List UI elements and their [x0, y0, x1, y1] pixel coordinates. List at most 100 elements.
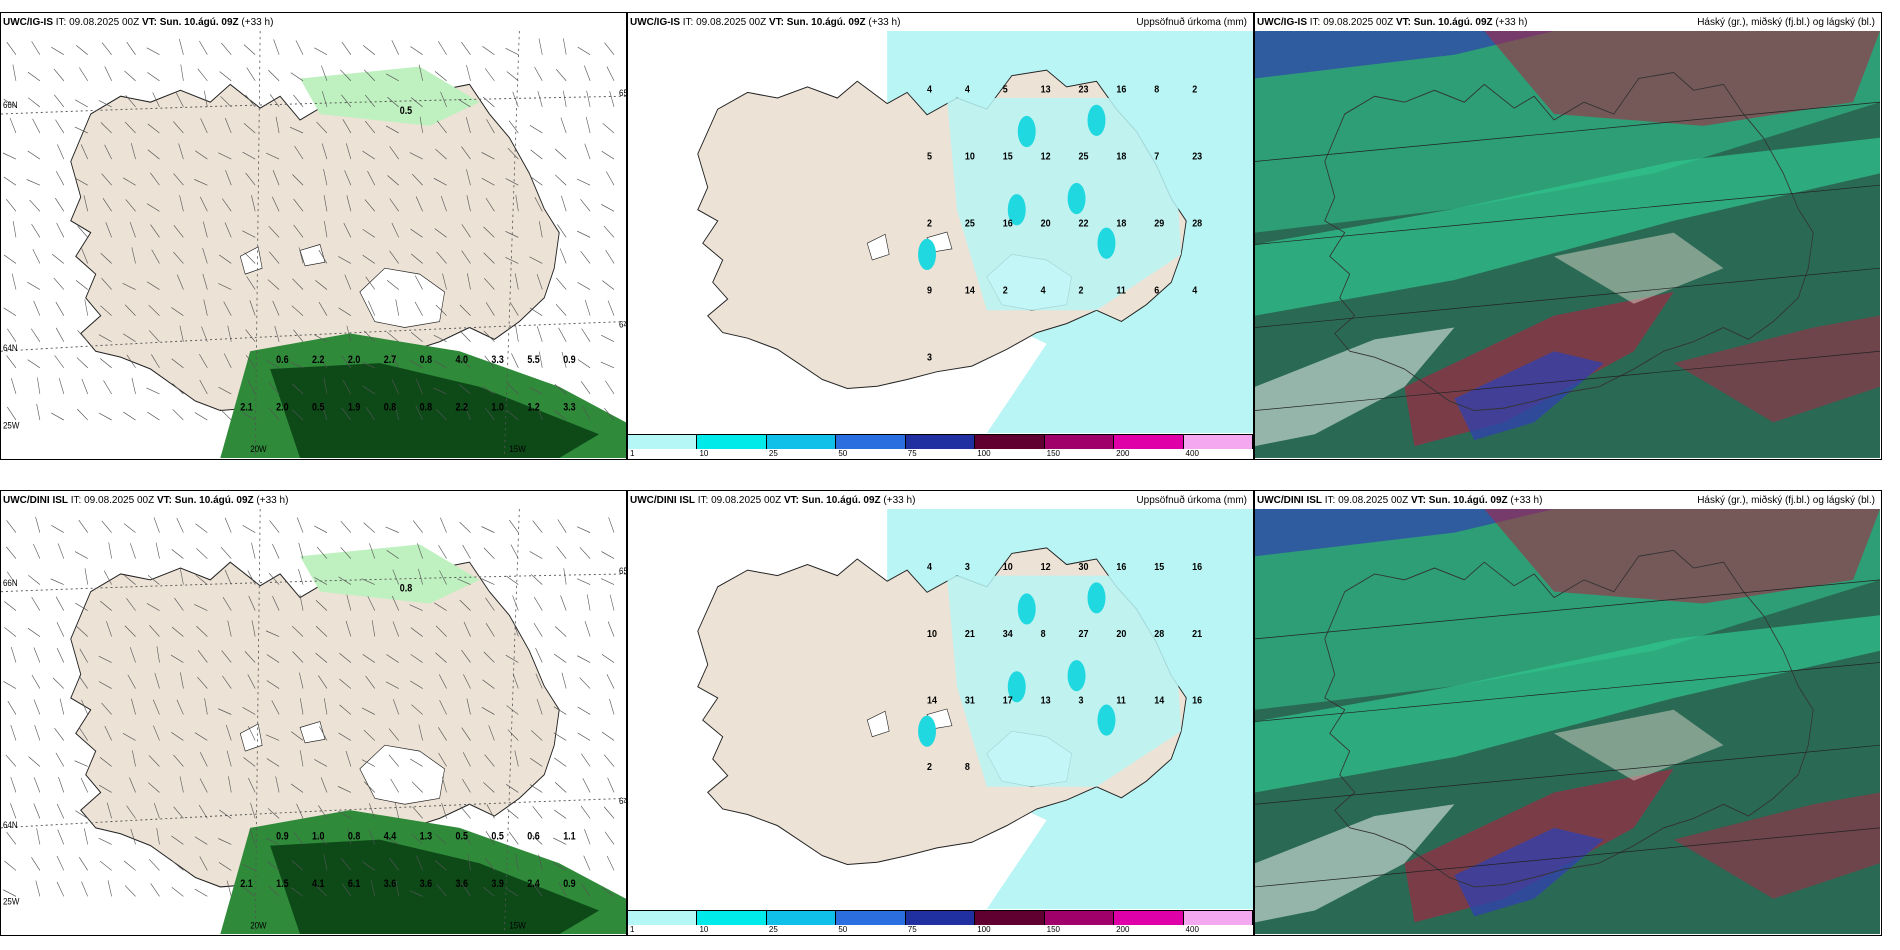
wind-barb	[438, 674, 447, 689]
wind-barb	[577, 359, 591, 369]
wind-barb	[601, 731, 615, 741]
lead-time: (+33 h)	[865, 17, 901, 28]
wind-barb	[74, 99, 88, 108]
wind-barb	[538, 38, 543, 55]
wind-barb	[173, 251, 184, 264]
wind-barb	[178, 38, 184, 55]
wind-barb	[290, 783, 304, 793]
wind-barb	[247, 725, 256, 741]
wind-barb	[346, 325, 352, 342]
wind-barb	[6, 831, 17, 845]
wind-barb	[553, 837, 567, 845]
graticule-label: 65N	[619, 88, 626, 99]
graticule-line	[1255, 827, 1880, 888]
cloud-band	[1255, 509, 1555, 557]
wind-barb	[57, 543, 65, 559]
value-label: 2.7	[384, 354, 397, 366]
wind-barb	[126, 805, 136, 819]
wind-barb	[226, 880, 232, 897]
wind-barb	[412, 806, 423, 819]
wind-barb	[318, 301, 328, 316]
colorbar-tick: 1	[630, 449, 635, 458]
wind-barb	[199, 353, 208, 369]
wind-barb	[318, 805, 328, 819]
wind-barb	[56, 621, 65, 637]
wind-barb	[199, 856, 208, 871]
wind-barb	[484, 277, 495, 290]
wind-barb	[294, 145, 304, 160]
wind-barb	[606, 674, 615, 689]
wind-barb	[559, 248, 567, 264]
wind-barb	[347, 828, 352, 845]
wind-barb	[412, 520, 423, 533]
wind-barb	[55, 301, 65, 316]
wind-barb	[321, 143, 328, 160]
wind-barb	[272, 300, 280, 316]
wind-barb	[101, 520, 112, 533]
wind-barb	[77, 408, 88, 421]
map-canvas	[1255, 509, 1880, 934]
wind-barb	[98, 655, 112, 663]
value-label: 6.1	[348, 878, 361, 890]
wind-barb	[415, 196, 423, 212]
value-label: 3.6	[384, 878, 397, 890]
wind-barb	[515, 325, 519, 342]
value-label: 0.5	[491, 831, 504, 843]
wind-barb	[273, 39, 280, 55]
colorbar-tick: 10	[699, 925, 709, 934]
wind-barb	[534, 596, 543, 611]
wind-barb	[316, 121, 328, 134]
wind-barb	[459, 599, 471, 611]
wind-barb	[125, 199, 136, 212]
colorbar-swatch	[1044, 435, 1115, 449]
wind-barb	[268, 225, 280, 238]
wind-barb	[535, 647, 543, 663]
wind-barb	[225, 169, 232, 186]
wind-barb	[52, 253, 64, 264]
wind-barb	[9, 117, 17, 134]
wind-barb	[506, 575, 519, 585]
wind-barb	[557, 224, 567, 238]
wind-barb	[340, 520, 352, 533]
wind-barb	[323, 377, 328, 394]
wind-barb	[221, 42, 232, 55]
wind-barb	[127, 674, 136, 689]
wind-barb	[268, 885, 280, 897]
wind-barb	[299, 672, 304, 689]
wind-barb	[607, 621, 615, 637]
wind-barb	[199, 40, 208, 55]
wind-barb	[362, 254, 375, 264]
wind-barb	[433, 177, 447, 186]
wind-barb	[104, 725, 112, 741]
wind-barb	[434, 71, 447, 82]
wind-barb	[12, 64, 17, 81]
wind-barb	[389, 198, 399, 212]
glacier-langjokull	[866, 710, 890, 738]
value-label: 15	[1154, 562, 1165, 574]
wind-barb	[339, 704, 352, 715]
wind-barb	[265, 152, 280, 160]
value-label: 0.9	[563, 354, 576, 366]
panel-header: UWC/IG-IS IT: 09.08.2025 00Z VT: Sun. 10…	[1257, 17, 1875, 31]
wind-barb	[3, 681, 17, 689]
wind-barb	[5, 754, 17, 767]
wind-barb	[146, 203, 160, 212]
graticule-label: 15W	[509, 920, 526, 931]
value-label: 0.9	[276, 831, 289, 843]
wind-barb	[584, 299, 591, 316]
wind-barb	[458, 384, 471, 395]
wind-barb	[54, 355, 65, 369]
wind-barb	[609, 91, 615, 108]
wind-barb	[338, 256, 352, 264]
wind-barb	[80, 777, 88, 793]
wind-barb	[395, 880, 400, 897]
colorbar-tick: 100	[977, 449, 991, 458]
wind-barb	[434, 228, 447, 238]
wind-barb	[196, 548, 208, 559]
wind-barb	[27, 281, 41, 290]
wind-barb	[577, 178, 591, 186]
wind-barb	[272, 196, 280, 212]
value-label: 23	[1192, 151, 1202, 163]
wind-barb	[171, 886, 184, 897]
wind-barb	[458, 98, 471, 108]
